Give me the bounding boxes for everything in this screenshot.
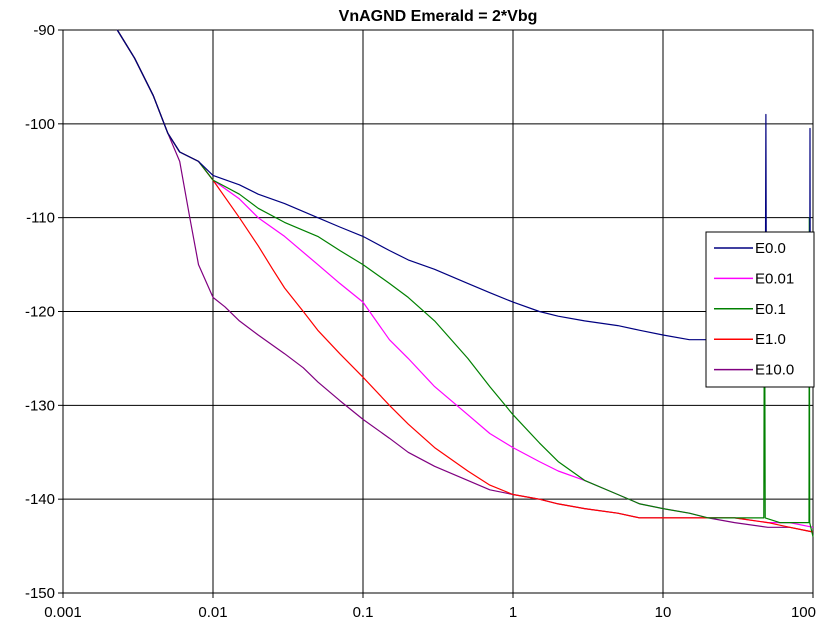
y-tick-label: -120 — [25, 304, 55, 321]
y-tick-label: -130 — [25, 397, 55, 414]
legend-label: E10.0 — [755, 362, 794, 379]
y-tick-label: -90 — [33, 22, 55, 39]
x-tick-label: 10 — [655, 604, 672, 621]
legend-label: E0.01 — [755, 270, 794, 287]
y-tick-label: -110 — [26, 210, 55, 227]
x-tick-label: 0.01 — [198, 604, 227, 621]
series-layer — [116, 29, 814, 537]
legend: E0.0 E0.01 E0.1 E1.0 E10.0 — [705, 231, 815, 388]
x-axis: 0.001 0.01 0.1 1 10 100 — [44, 593, 816, 621]
legend-label: E0.0 — [755, 240, 786, 257]
legend-label: E0.1 — [755, 301, 786, 318]
x-tick-label: 0.001 — [44, 604, 82, 621]
x-tick-label: 1 — [509, 604, 517, 621]
x-tick-label: 100 — [791, 604, 816, 621]
chart-title: VnAGND Emerald = 2*Vbg — [339, 8, 538, 25]
y-tick-label: -140 — [25, 491, 55, 508]
series-line-e0-1 — [116, 29, 814, 537]
y-axis: -90 -100 -110 -120 -130 -140 -150 — [25, 22, 63, 602]
x-tick-label: 0.1 — [353, 604, 374, 621]
legend-label: E1.0 — [755, 331, 786, 348]
grid-layer — [62, 29, 814, 594]
y-tick-label: -100 — [25, 116, 55, 133]
y-tick-label: -150 — [25, 585, 55, 602]
